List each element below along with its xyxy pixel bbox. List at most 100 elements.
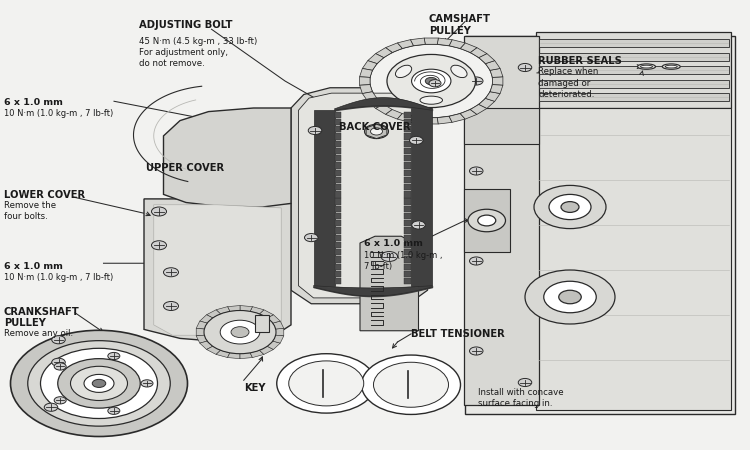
Polygon shape [464,36,538,405]
Polygon shape [398,40,413,49]
Polygon shape [267,341,280,350]
Polygon shape [276,328,284,336]
Polygon shape [490,68,503,77]
Circle shape [40,348,158,418]
Polygon shape [362,92,377,101]
Polygon shape [478,99,495,108]
Polygon shape [267,315,280,323]
Polygon shape [334,256,341,263]
Polygon shape [334,242,341,248]
Circle shape [370,128,382,135]
Text: CAMSHAFT: CAMSHAFT [429,14,491,24]
Polygon shape [251,306,264,314]
Circle shape [92,379,106,387]
Polygon shape [334,177,341,183]
Polygon shape [334,198,341,205]
Text: damaged or: damaged or [538,79,591,88]
Polygon shape [478,54,495,63]
Text: Remove the: Remove the [4,201,55,210]
Circle shape [289,361,364,406]
Polygon shape [538,80,729,88]
Polygon shape [360,236,419,331]
Polygon shape [334,119,341,125]
Circle shape [58,359,140,408]
Text: Install with concave: Install with concave [478,388,564,397]
Polygon shape [368,54,384,63]
Circle shape [10,330,188,436]
Polygon shape [485,61,500,70]
Circle shape [518,63,532,72]
Text: UPPER COVER: UPPER COVER [146,163,224,173]
Polygon shape [144,199,291,342]
Polygon shape [538,66,729,74]
Polygon shape [410,38,425,46]
Circle shape [28,341,170,426]
Polygon shape [334,162,341,169]
Circle shape [410,136,423,144]
Text: Replace when: Replace when [538,68,598,76]
Polygon shape [404,220,411,226]
Polygon shape [334,191,341,198]
Polygon shape [227,353,240,359]
Polygon shape [362,61,377,70]
Polygon shape [398,113,413,122]
Polygon shape [404,249,411,256]
Circle shape [470,257,483,265]
Polygon shape [404,278,411,284]
Polygon shape [334,220,341,226]
Circle shape [470,347,483,355]
Text: 10 N·m (1.0 kg-m ,: 10 N·m (1.0 kg-m , [364,251,442,260]
Circle shape [478,215,496,226]
Polygon shape [216,306,229,314]
Circle shape [468,209,506,232]
Circle shape [549,194,591,220]
Polygon shape [260,310,274,318]
Polygon shape [164,108,291,207]
Circle shape [44,403,58,411]
Polygon shape [437,38,452,46]
Ellipse shape [662,64,680,69]
Polygon shape [470,48,487,58]
Polygon shape [449,40,465,49]
Text: LOWER COVER: LOWER COVER [4,190,85,200]
Circle shape [381,252,398,261]
Polygon shape [227,306,240,311]
Polygon shape [368,99,384,108]
Polygon shape [334,170,341,176]
Text: KEY: KEY [244,383,266,393]
Polygon shape [206,346,220,355]
Circle shape [70,366,128,400]
Polygon shape [404,170,411,176]
Circle shape [308,126,322,135]
Circle shape [152,207,166,216]
Polygon shape [404,140,411,147]
Circle shape [425,77,437,85]
Text: RUBBER SEALS: RUBBER SEALS [538,56,622,66]
Polygon shape [314,110,334,286]
Polygon shape [460,109,477,119]
Text: deteriorated.: deteriorated. [538,90,595,99]
Polygon shape [334,278,341,284]
Ellipse shape [665,65,677,68]
Circle shape [204,310,276,354]
Polygon shape [334,140,341,147]
Polygon shape [485,92,500,101]
Polygon shape [273,321,284,329]
Circle shape [108,352,120,360]
Text: four bolts.: four bolts. [4,212,47,221]
Polygon shape [334,184,341,190]
Ellipse shape [638,64,656,69]
Polygon shape [206,310,220,318]
Polygon shape [240,306,253,311]
Polygon shape [334,234,341,241]
Polygon shape [536,108,731,410]
Polygon shape [196,335,207,343]
Circle shape [54,363,66,370]
Text: BACK COVER: BACK COVER [339,122,410,132]
Polygon shape [404,206,411,212]
Text: 10 N·m (1.0 kg-m , 7 lb-ft): 10 N·m (1.0 kg-m , 7 lb-ft) [4,273,113,282]
Circle shape [141,380,153,387]
Polygon shape [154,205,281,335]
Polygon shape [359,85,373,94]
Polygon shape [404,119,411,125]
